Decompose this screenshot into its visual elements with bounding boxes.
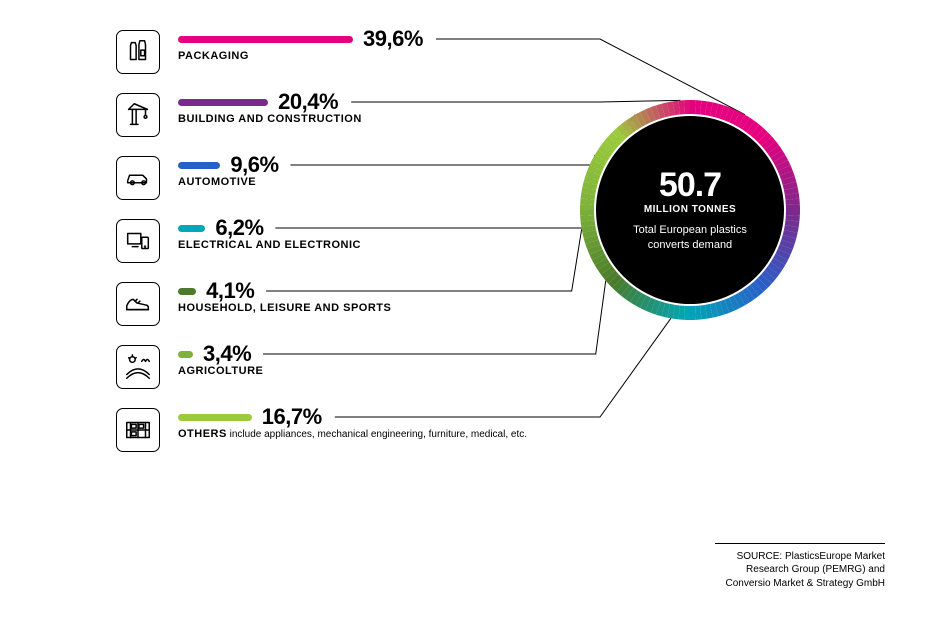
category-row-building: 20,4% BUILDING AND CONSTRUCTION xyxy=(116,93,538,137)
field-icon xyxy=(116,345,160,389)
category-label: AUTOMOTIVE xyxy=(178,176,538,188)
shoe-icon xyxy=(116,282,160,326)
category-content: 39,6% PACKAGING xyxy=(178,30,538,62)
bar xyxy=(178,36,353,43)
category-row-agriculture: 3,4% AGRICOLTURE xyxy=(116,345,538,389)
total-unit: MILLION TONNES xyxy=(644,204,736,215)
bar xyxy=(178,225,205,232)
category-label: HOUSEHOLD, LEISURE AND SPORTS xyxy=(178,302,538,314)
percent-text: 16,7% xyxy=(262,404,322,430)
bar xyxy=(178,162,220,169)
total-circle: 50.7 MILLION TONNES Total European plast… xyxy=(580,100,800,320)
bar-line: 4,1% xyxy=(178,282,538,300)
category-row-others: 16,7% OTHERS include appliances, mechani… xyxy=(116,408,538,452)
bar-line: 3,4% xyxy=(178,345,538,363)
percent-text: 4,1% xyxy=(206,278,254,304)
bar xyxy=(178,414,252,421)
packaging-icon xyxy=(116,30,160,74)
category-sublabel: include appliances, mechanical engineeri… xyxy=(227,429,527,440)
bar-line: 16,7% xyxy=(178,408,538,426)
category-row-electrical: 6,2% ELECTRICAL AND ELECTRONIC xyxy=(116,219,538,263)
bar xyxy=(178,288,196,295)
category-label: AGRICOLTURE xyxy=(178,365,538,377)
percent-text: 3,4% xyxy=(203,341,251,367)
bar-line: 9,6% xyxy=(178,156,538,174)
total-value: 50.7 xyxy=(659,168,721,202)
category-row-packaging: 39,6% PACKAGING xyxy=(116,30,538,74)
category-label: ELECTRICAL AND ELECTRONIC xyxy=(178,239,538,251)
category-content: 3,4% AGRICOLTURE xyxy=(178,345,538,377)
category-label: BUILDING AND CONSTRUCTION xyxy=(178,113,538,125)
circle-center: 50.7 MILLION TONNES Total European plast… xyxy=(596,116,784,304)
bar xyxy=(178,99,268,106)
devices-icon xyxy=(116,219,160,263)
category-content: 6,2% ELECTRICAL AND ELECTRONIC xyxy=(178,219,538,251)
shelf-icon xyxy=(116,408,160,452)
category-content: 4,1% HOUSEHOLD, LEISURE AND SPORTS xyxy=(178,282,538,314)
percent-text: 9,6% xyxy=(230,152,278,178)
total-subtitle: Total European plastics converts demand xyxy=(596,223,784,252)
percent-text: 39,6% xyxy=(363,26,423,52)
category-row-household: 4,1% HOUSEHOLD, LEISURE AND SPORTS xyxy=(116,282,538,326)
bar-line: 20,4% xyxy=(178,93,538,111)
category-content: 20,4% BUILDING AND CONSTRUCTION xyxy=(178,93,538,125)
category-row-automotive: 9,6% AUTOMOTIVE xyxy=(116,156,538,200)
category-label: PACKAGING xyxy=(178,50,538,62)
category-label: OTHERS include appliances, mechanical en… xyxy=(178,428,538,440)
source-box: SOURCE: PlasticsEurope Market Research G… xyxy=(715,543,885,591)
category-content: 16,7% OTHERS include appliances, mechani… xyxy=(178,408,538,440)
percent-text: 6,2% xyxy=(215,215,263,241)
bar-line: 6,2% xyxy=(178,219,538,237)
bar-line: 39,6% xyxy=(178,30,538,48)
car-icon xyxy=(116,156,160,200)
percent-text: 20,4% xyxy=(278,89,338,115)
crane-icon xyxy=(116,93,160,137)
source-prefix: SOURCE: xyxy=(737,551,783,562)
bar xyxy=(178,351,193,358)
category-content: 9,6% AUTOMOTIVE xyxy=(178,156,538,188)
